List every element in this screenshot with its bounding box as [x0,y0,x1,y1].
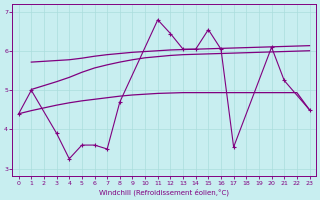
X-axis label: Windchill (Refroidissement éolien,°C): Windchill (Refroidissement éolien,°C) [99,188,229,196]
